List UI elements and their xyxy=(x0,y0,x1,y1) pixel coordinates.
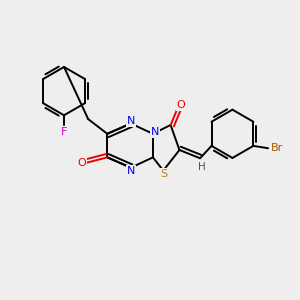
Text: N: N xyxy=(127,116,135,126)
Text: F: F xyxy=(61,127,67,137)
Text: Br: Br xyxy=(271,143,283,153)
Text: H: H xyxy=(198,162,206,172)
Text: S: S xyxy=(160,169,167,178)
Text: N: N xyxy=(127,166,135,176)
Text: O: O xyxy=(176,100,185,110)
Text: O: O xyxy=(77,158,86,168)
Text: N: N xyxy=(151,127,159,137)
